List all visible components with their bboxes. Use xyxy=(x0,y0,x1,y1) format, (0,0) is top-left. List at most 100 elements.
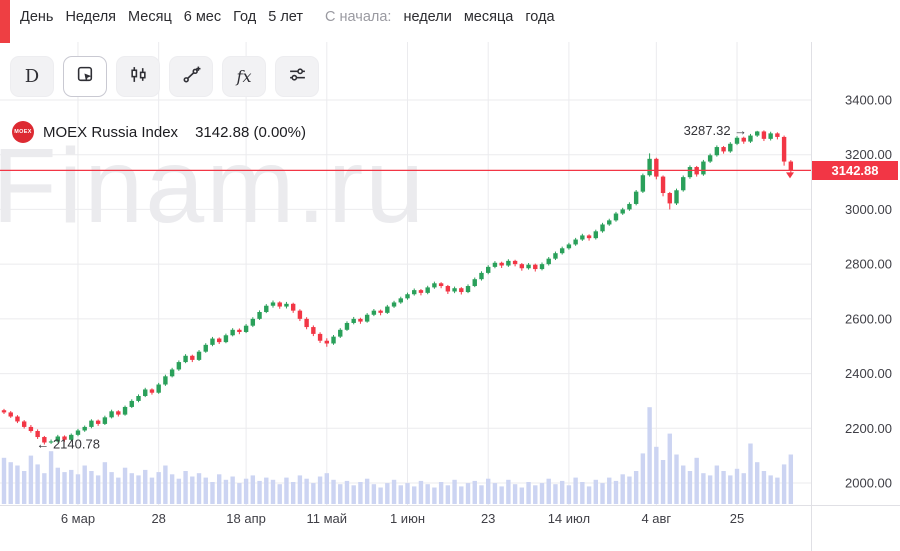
candle-body xyxy=(506,260,511,266)
volume-bar xyxy=(479,485,484,504)
volume-bar xyxy=(593,479,598,504)
volume-bar xyxy=(95,475,101,504)
volume-bar xyxy=(243,478,249,504)
volume-bar xyxy=(741,473,746,504)
volume-bar xyxy=(317,476,323,504)
volume-bar xyxy=(580,482,585,504)
volume-bar xyxy=(755,462,760,504)
volume-bar xyxy=(82,465,87,504)
volume-bar xyxy=(102,462,108,504)
since-label: С начала: xyxy=(325,9,392,25)
volume-bar xyxy=(311,483,316,504)
candle-body xyxy=(412,290,417,295)
candle-body xyxy=(600,224,605,232)
candle-body xyxy=(163,376,168,385)
volume-bar xyxy=(217,474,222,504)
candle-body xyxy=(243,325,249,332)
volume-bar xyxy=(748,443,753,504)
candle-body xyxy=(492,262,498,267)
volume-bar xyxy=(654,446,659,504)
candle-body xyxy=(28,426,34,432)
candle-body xyxy=(432,283,437,288)
volume-bar xyxy=(566,485,572,504)
volume-bar xyxy=(62,472,67,504)
x-axis-label: 1 июн xyxy=(390,511,425,526)
candle-body xyxy=(667,193,672,204)
volume-bar xyxy=(257,480,262,504)
candle-body xyxy=(196,351,202,360)
candle-body xyxy=(472,279,477,287)
volume-bar xyxy=(452,479,457,504)
candle-body xyxy=(250,318,256,326)
candle-body xyxy=(364,314,370,322)
settings-button[interactable] xyxy=(275,56,319,97)
volume-bar xyxy=(613,480,619,504)
chart-toolbar: D xyxy=(10,56,319,97)
candle-body xyxy=(418,290,424,293)
price-annotations: 3287.32 → ← 2140.78 xyxy=(36,123,747,452)
compare-button[interactable] xyxy=(169,56,213,97)
volume-bar xyxy=(344,480,350,504)
candle-body xyxy=(230,329,235,336)
volume-bar xyxy=(42,473,47,504)
x-axis-label: 11 май xyxy=(307,511,348,526)
candle-body xyxy=(264,305,269,313)
candle-body xyxy=(317,333,323,341)
volume-bar xyxy=(788,454,794,504)
x-axis-label: 14 июл xyxy=(548,511,590,526)
candle-body xyxy=(176,362,182,370)
candle-body xyxy=(761,131,767,139)
timeframe-option[interactable]: 6 мес xyxy=(183,9,222,25)
volume-bar xyxy=(8,462,13,504)
volume-bar xyxy=(506,479,511,504)
y-axis-label: 2200.00 xyxy=(845,421,892,436)
volume-series xyxy=(1,407,794,504)
timeframe-option[interactable]: День xyxy=(20,9,54,25)
volume-bar xyxy=(640,453,646,504)
candle-body xyxy=(459,288,464,293)
volume-bar xyxy=(338,484,343,504)
candle-body xyxy=(183,355,188,363)
candle-body xyxy=(519,264,525,269)
candle-body xyxy=(647,158,652,176)
timeframe-bar: День Неделя Месяц 6 мес Год 5 лет С начала: н… xyxy=(0,0,900,34)
volume-bar xyxy=(284,477,289,504)
sliders-icon xyxy=(288,65,307,89)
candle-body xyxy=(324,340,329,344)
edit-chart-button[interactable] xyxy=(63,56,107,97)
x-axis-label: 6 мар xyxy=(61,511,95,526)
edit-chart-icon xyxy=(76,65,95,89)
volume-bar xyxy=(277,484,282,504)
volume-bar xyxy=(109,472,114,504)
volume-bar xyxy=(324,473,329,504)
candle-body xyxy=(640,175,646,192)
volume-bar xyxy=(405,483,410,504)
interval-button[interactable]: D xyxy=(10,56,54,97)
candle-body xyxy=(270,302,276,306)
candle-body xyxy=(277,302,282,307)
candle-body xyxy=(781,136,787,162)
volume-bar xyxy=(250,475,256,504)
volume-bar xyxy=(600,483,605,504)
candle-body xyxy=(297,310,303,319)
volume-bar xyxy=(163,465,168,504)
timeframe-option[interactable]: Год xyxy=(233,9,257,25)
since-option[interactable]: года xyxy=(525,9,555,25)
red-corner-block xyxy=(0,0,10,43)
timeframe-option[interactable]: Неделя xyxy=(65,9,117,25)
moex-logo: MOEX xyxy=(12,121,34,143)
candle-body xyxy=(15,416,20,422)
candle-body xyxy=(210,338,215,345)
volume-bar xyxy=(573,477,578,504)
chart-type-button[interactable] xyxy=(116,56,160,97)
indicators-button[interactable]: fx xyxy=(222,56,266,97)
since-option[interactable]: месяца xyxy=(463,9,514,25)
timeframe-option[interactable]: 5 лет xyxy=(268,9,304,25)
volume-bar xyxy=(223,479,229,504)
since-option[interactable]: недели xyxy=(403,9,452,25)
volume-bar xyxy=(492,483,498,504)
candle-body xyxy=(479,272,484,280)
timeframe-option[interactable]: Месяц xyxy=(128,9,172,25)
candle-body xyxy=(607,220,612,225)
